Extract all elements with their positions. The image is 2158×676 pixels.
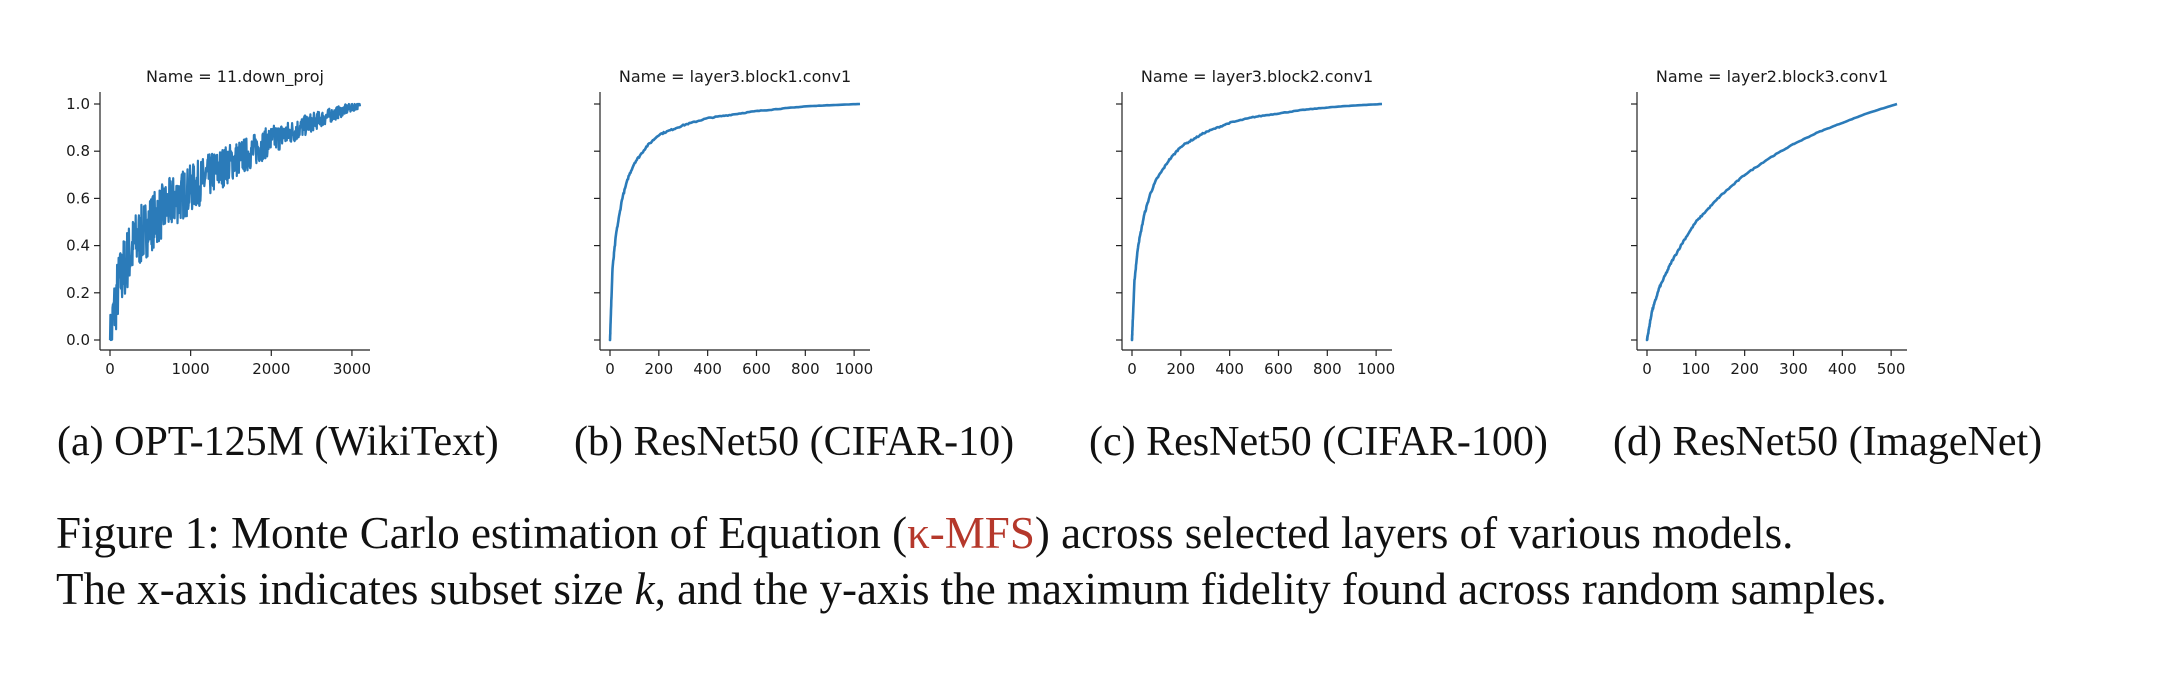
series-line — [608, 102, 861, 342]
chart-a: Name = 11.down_proj 0 1000 2000 3000 0.0 0.2 0.… — [66, 67, 371, 378]
x-tick-label: 1000 — [1357, 360, 1395, 378]
caption-text-1b: ) across selected layers of various mode… — [1034, 508, 1794, 558]
panel-c: Name = layer3.block2.conv1 0 200 400 600 800 1… — [1062, 60, 1442, 405]
chart-title: Name = layer2.block3.conv1 — [1656, 67, 1888, 86]
x-tick-label: 1000 — [835, 360, 873, 378]
x-tick-label: 600 — [1264, 360, 1293, 378]
x-tick-label: 0 — [1642, 360, 1652, 378]
subcaption-c: (c) ResNet50 (CIFAR-100) — [1089, 419, 1548, 465]
chart-b: Name = layer3.block1.conv1 0 200 400 600 800 1… — [594, 67, 873, 378]
y-tick-label: 0.4 — [66, 237, 90, 255]
caption-text-2a: The x-axis indicates subset size — [56, 564, 635, 614]
x-tick-label: 400 — [1215, 360, 1244, 378]
caption-line-1: Figure 1: Monte Carlo estimation of Equa… — [56, 505, 2116, 561]
x-tick-label: 2000 — [252, 360, 290, 378]
series-line — [108, 102, 362, 342]
x-tick-label: 1000 — [172, 360, 210, 378]
x-tick-label: 0 — [605, 360, 615, 378]
caption-label: Figure 1: — [56, 508, 220, 558]
panel-a: Name = 11.down_proj 0 1000 2000 3000 0.0 0.2 0.… — [40, 60, 400, 405]
series-line — [1130, 102, 1383, 342]
x-tick-label: 0 — [105, 360, 115, 378]
x-tick-label: 0 — [1127, 360, 1137, 378]
subcaption-a: (a) OPT-125M (WikiText) — [57, 419, 499, 465]
chart-title: Name = layer3.block2.conv1 — [1141, 67, 1373, 86]
series-line — [1645, 102, 1898, 342]
chart-title: Name = 11.down_proj — [146, 67, 324, 87]
figure-caption: Figure 1: Monte Carlo estimation of Equa… — [56, 505, 2116, 617]
x-tick-label: 600 — [742, 360, 771, 378]
caption-line-2: The x-axis indicates subset size k, and … — [56, 561, 2116, 617]
x-tick-label: 3000 — [333, 360, 371, 378]
panel-d: Name = layer2.block3.conv1 0 100 200 300 400 5… — [1577, 60, 1957, 405]
y-tick-label: 1.0 — [66, 95, 90, 113]
x-tick-label: 500 — [1877, 360, 1906, 378]
chart-d: Name = layer2.block3.conv1 0 100 200 300 400 5… — [1631, 67, 1907, 378]
x-tick-label: 400 — [693, 360, 722, 378]
x-tick-label: 200 — [645, 360, 674, 378]
x-tick-label: 400 — [1828, 360, 1857, 378]
caption-text-2b: , and the y-axis the maximum fidelity fo… — [654, 564, 1887, 614]
y-tick-label: 0.8 — [66, 142, 90, 160]
caption-text-1a: Monte Carlo estimation of Equation ( — [231, 508, 908, 558]
x-tick-label: 100 — [1682, 360, 1711, 378]
x-tick-label: 200 — [1730, 360, 1759, 378]
x-tick-label: 800 — [791, 360, 820, 378]
chart-c: Name = layer3.block2.conv1 0 200 400 600 800 1… — [1116, 67, 1395, 378]
caption-variable-k: k — [634, 564, 655, 614]
y-tick-label: 0.0 — [66, 331, 90, 349]
subcaption-b: (b) ResNet50 (CIFAR-10) — [574, 419, 1015, 465]
panel-b: Name = layer3.block1.conv1 0 200 400 600 800 1… — [540, 60, 920, 405]
chart-title: Name = layer3.block1.conv1 — [619, 67, 851, 86]
subcaption-d: (d) ResNet50 (ImageNet) — [1613, 419, 2043, 465]
x-tick-label: 200 — [1167, 360, 1196, 378]
equation-ref-link[interactable]: κ-MFS — [907, 508, 1035, 558]
y-tick-label: 0.2 — [66, 284, 90, 302]
y-tick-label: 0.6 — [66, 189, 90, 207]
x-tick-label: 800 — [1313, 360, 1342, 378]
x-tick-label: 300 — [1779, 360, 1808, 378]
